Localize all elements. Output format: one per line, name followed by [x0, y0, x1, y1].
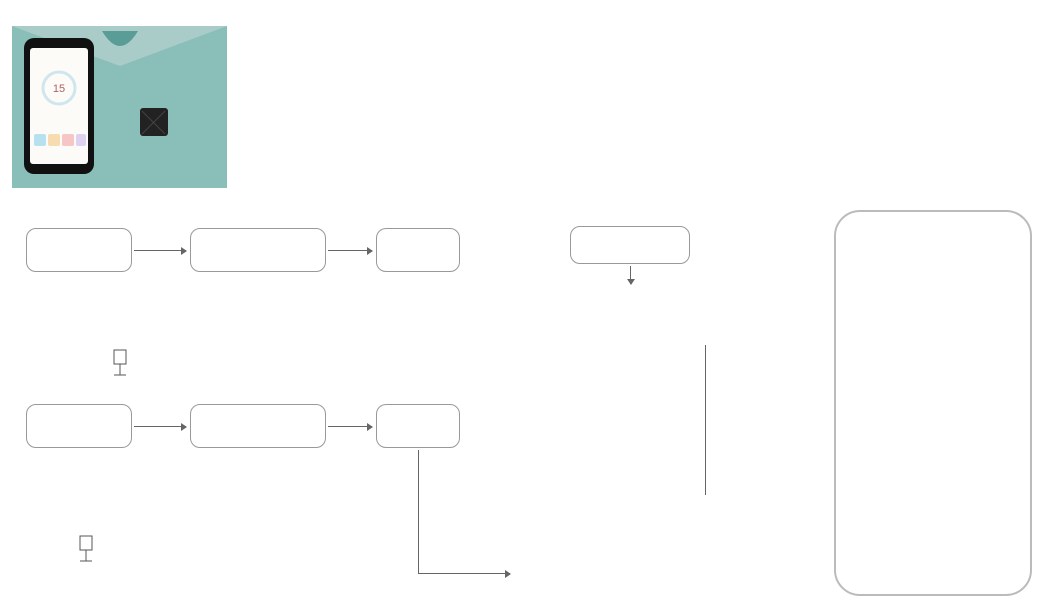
tile-rr	[848, 436, 930, 478]
flow-e1	[570, 226, 690, 264]
arrow-c1c2	[134, 250, 186, 251]
panel-c-signal-train	[22, 280, 338, 392]
d2-down	[418, 450, 419, 574]
arrow-e1-down	[630, 266, 631, 284]
panel-b-chart	[236, 14, 800, 194]
tile-test	[936, 484, 1018, 526]
flow-c3	[26, 404, 132, 448]
e-pred-bar	[686, 312, 764, 329]
e-all-bar	[496, 290, 764, 307]
arrow-c2d1	[328, 250, 372, 251]
arrow-c3c4	[134, 426, 186, 427]
device-wave	[846, 358, 1022, 430]
tile-temp	[848, 484, 930, 526]
device-ring	[846, 228, 1022, 358]
svg-text:15: 15	[53, 83, 65, 95]
panel-f-chart	[808, 10, 1040, 194]
panel-c-signal-test	[22, 456, 338, 580]
flow-c2	[190, 228, 326, 272]
device-card	[834, 210, 1032, 596]
flow-d1	[376, 228, 460, 272]
panel-a-photo: 15	[12, 26, 227, 188]
tile-grid	[848, 436, 1018, 526]
pred-box	[620, 555, 770, 589]
e-train-bar	[496, 312, 682, 329]
arrow-c4d2	[328, 426, 372, 427]
flow-d2	[376, 404, 460, 448]
brace-line	[705, 345, 706, 495]
tile-cough	[936, 436, 1018, 478]
flow-c4	[190, 404, 326, 448]
panel-e-bg	[474, 218, 796, 598]
flow-c1	[26, 228, 132, 272]
d2-to-final	[418, 573, 510, 574]
